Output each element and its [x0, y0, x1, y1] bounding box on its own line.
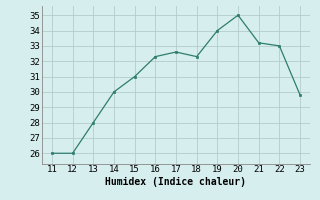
X-axis label: Humidex (Indice chaleur): Humidex (Indice chaleur): [106, 177, 246, 187]
